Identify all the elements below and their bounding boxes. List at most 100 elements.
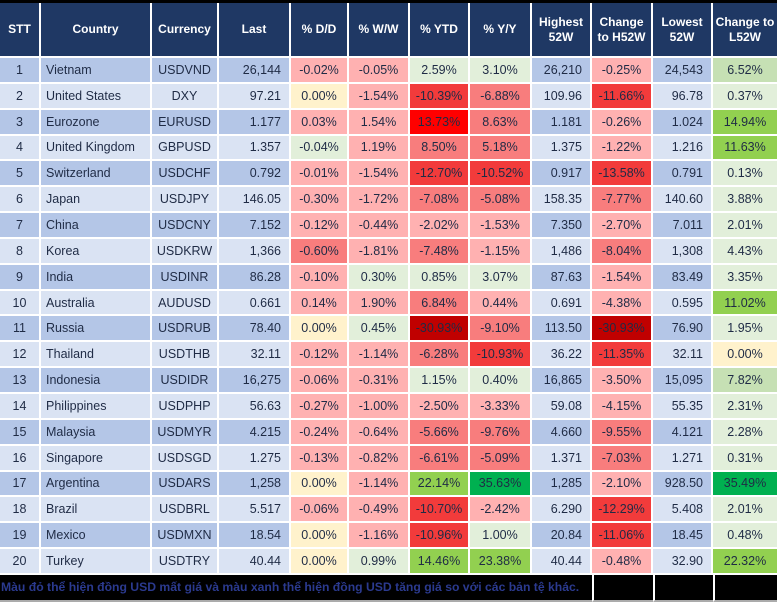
cell-ytd: -5.66% [410,419,470,446]
cell-dd: -0.06% [291,368,349,394]
cell-ww: -1.81% [349,238,410,265]
cell-stt: 9 [0,264,41,291]
cell-chg_h52: -30.93% [592,316,653,343]
cell-yy: 5.18% [470,135,532,162]
cell-currency: USDVND [152,58,219,84]
cell-high52: 1.375 [532,135,592,162]
cell-chg_h52: -13.58% [592,161,653,188]
cell-country: Brazil [41,497,152,524]
cell-low52: 32.11 [653,342,713,369]
cell-chg_l52: 3.88% [713,187,777,214]
cell-country: United Kingdom [41,135,152,162]
cell-last: 5.517 [219,497,291,524]
table-row: 15 Malaysia USDMYR 4.215 -0.24% -0.64% -5.66% -… [0,419,777,446]
cell-last: 7.152 [219,213,291,239]
cell-ytd: -12.70% [410,161,470,188]
footer-cell [713,574,777,602]
cell-chg_h52: -0.25% [592,58,653,84]
cell-country: Japan [41,187,152,214]
cell-stt: 6 [0,187,41,214]
cell-stt: 20 [0,549,41,575]
cell-country: United States [41,83,152,110]
cell-country: Malaysia [41,419,152,446]
footer-cell [592,574,653,602]
cell-dd: -0.04% [291,135,349,162]
cell-ww: -0.31% [349,368,410,394]
cell-chg_h52: -11.06% [592,523,653,550]
cell-ww: -0.82% [349,445,410,472]
cell-currency: USDMYR [152,419,219,446]
cell-chg_l52: 0.48% [713,523,777,550]
cell-ytd: -6.61% [410,445,470,472]
col-header-ytd: % YTD [410,3,470,58]
cell-low52: 0.595 [653,290,713,317]
cell-country: Australia [41,290,152,317]
cell-dd: 0.00% [291,523,349,550]
cell-ww: -1.16% [349,523,410,550]
cell-dd: -0.12% [291,342,349,369]
cell-chg_h52: -12.29% [592,497,653,524]
cell-dd: 0.03% [291,109,349,136]
table-row: 20 Turkey USDTRY 40.44 0.00% 0.99% 14.46% 23.38… [0,549,777,575]
cell-ww: 0.45% [349,316,410,343]
cell-ww: 0.99% [349,549,410,575]
cell-stt: 1 [0,58,41,84]
cell-yy: 3.10% [470,58,532,84]
cell-country: India [41,264,152,291]
cell-high52: 59.08 [532,393,592,420]
cell-high52: 1.371 [532,445,592,472]
cell-ytd: -10.70% [410,497,470,524]
cell-dd: 0.00% [291,549,349,575]
cell-last: 1.177 [219,109,291,136]
col-header-chg_l52: Change to L52W [713,3,777,58]
cell-dd: -0.30% [291,187,349,214]
cell-low52: 18.45 [653,523,713,550]
cell-yy: -2.42% [470,497,532,524]
cell-dd: -0.01% [291,161,349,188]
cell-low52: 4.121 [653,419,713,446]
cell-chg_l52: 0.37% [713,83,777,110]
cell-country: Vietnam [41,58,152,84]
cell-last: 56.63 [219,393,291,420]
col-header-stt: STT [0,3,41,58]
cell-currency: USDARS [152,471,219,498]
cell-country: Turkey [41,549,152,575]
cell-stt: 11 [0,316,41,343]
cell-chg_l52: 11.63% [713,135,777,162]
cell-ytd: 2.59% [410,58,470,84]
cell-last: 1,258 [219,471,291,498]
cell-yy: 0.44% [470,290,532,317]
cell-chg_h52: -4.15% [592,393,653,420]
cell-country: Russia [41,316,152,343]
cell-low52: 83.49 [653,264,713,291]
cell-last: 26,144 [219,58,291,84]
cell-last: 146.05 [219,187,291,214]
cell-dd: -0.60% [291,238,349,265]
cell-ww: -1.54% [349,83,410,110]
cell-yy: -1.15% [470,238,532,265]
fx-heatmap-table: STT Country Currency Last% D/D% W/W% YTD% Y… [0,3,777,602]
cell-last: 0.661 [219,290,291,317]
table-row: 3 Eurozone EURUSD 1.177 0.03% 1.54% 13.73% 8.63… [0,109,777,136]
cell-high52: 1,285 [532,471,592,498]
cell-ww: -0.64% [349,419,410,446]
cell-country: Philippines [41,393,152,420]
cell-ytd: 14.46% [410,549,470,575]
cell-high52: 1.181 [532,109,592,136]
cell-dd: 0.14% [291,290,349,317]
table-body: 1 Vietnam USDVND 26,144 -0.02% -0.05% 2.59% 3.1… [0,58,777,575]
cell-yy: 1.00% [470,523,532,550]
cell-country: Korea [41,238,152,265]
cell-low52: 140.60 [653,187,713,214]
table-row: 4 United Kingdom GBPUSD 1.357 -0.04% 1.19% 8.5… [0,135,777,162]
cell-ytd: 0.85% [410,264,470,291]
cell-stt: 18 [0,497,41,524]
cell-stt: 8 [0,238,41,265]
cell-chg_l52: 22.32% [713,549,777,575]
cell-ww: -0.05% [349,58,410,84]
cell-high52: 0.691 [532,290,592,317]
footer-cell [653,574,713,602]
cell-ww: -1.54% [349,161,410,188]
cell-yy: -10.52% [470,161,532,188]
cell-last: 18.54 [219,523,291,550]
